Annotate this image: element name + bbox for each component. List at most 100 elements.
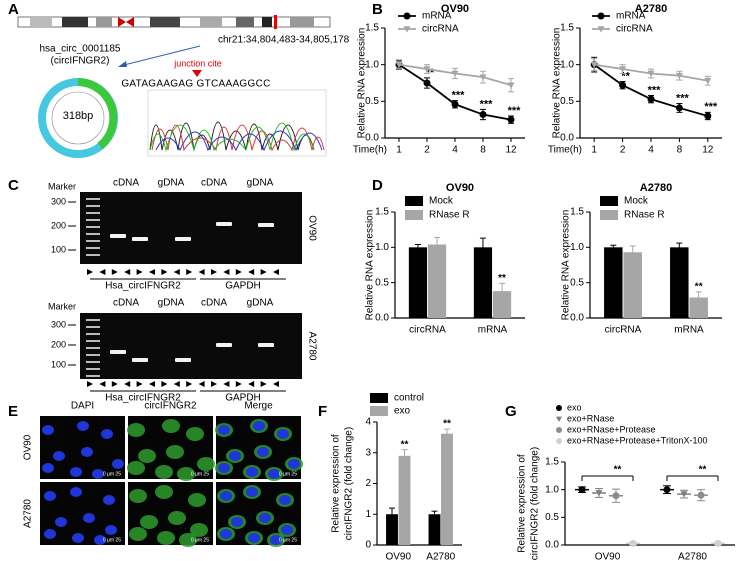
orientation-mark [198, 381, 205, 387]
lane-label: gDNA [158, 298, 185, 309]
trace-g [149, 121, 315, 151]
nucleus [81, 447, 93, 457]
circ-alias: (circIFNGR2) [51, 56, 110, 67]
ladder-band [86, 254, 100, 256]
y-axis-label: circIFNGR2 (fold change) [344, 427, 355, 540]
centromere [126, 17, 134, 27]
lane-label: gDNA [158, 178, 185, 189]
x-tick-label: 4 [452, 145, 458, 156]
nucleus [103, 495, 115, 505]
dna-band [110, 234, 126, 238]
marker [597, 26, 605, 33]
y-tick-label: 1.5 [560, 23, 574, 34]
green-signal [197, 457, 215, 471]
significance: *** [676, 92, 690, 104]
significance: ** [498, 273, 506, 284]
orientation-mark [223, 381, 230, 387]
sequence: GATAGAAGAG GTCAAAGGCC [121, 79, 270, 90]
legend-label: RNase R [429, 210, 470, 221]
ladder-label: 100 [51, 244, 66, 254]
y-tick-label: 1.0 [570, 242, 584, 253]
green-signal [138, 449, 156, 463]
dna-band [258, 223, 274, 227]
marker [680, 491, 688, 498]
orientation-mark [161, 269, 168, 275]
legend-label: Mock [624, 196, 649, 207]
arrow [119, 45, 201, 67]
micrographs: 0 μm 25 0 μm 25 0 μm 25 0 μm 25 0 μm 25 0 μm … [40, 416, 303, 547]
legend-swatch [600, 210, 618, 220]
dna-band [216, 222, 232, 226]
orientation-mark [211, 269, 217, 275]
chromosome-ideogram [17, 15, 331, 29]
marker [556, 427, 562, 433]
bar [427, 244, 447, 318]
y-tick-label: 0.5 [560, 96, 574, 107]
x-tick-label: A2780 [426, 552, 455, 561]
ladder-band [86, 240, 100, 242]
ladder-band [86, 333, 100, 335]
ladder-band [86, 326, 100, 328]
green-signal [168, 511, 186, 525]
row-label: A2780 [23, 499, 34, 528]
marker-label: Marker [48, 301, 76, 311]
locus: chr21:34,804,483-34,805,178 [218, 35, 350, 46]
orientation-mark [87, 269, 93, 275]
locus-marker [274, 15, 277, 29]
y-axis-label: Relative expression of [517, 454, 528, 553]
ladder-label: 200 [51, 220, 66, 230]
green-signal [127, 423, 145, 437]
y-tick-label: 0.0 [545, 540, 559, 551]
orientation-mark [173, 269, 180, 275]
legend-label: mRNA [422, 11, 452, 22]
significance: *** [648, 84, 662, 96]
ladder-band [86, 375, 100, 377]
orientation-mark [235, 269, 242, 275]
ladder-band [86, 226, 100, 228]
significance: ** [426, 67, 435, 79]
band [200, 17, 222, 27]
y-tick-label: 0.0 [375, 313, 389, 324]
trace-a [149, 122, 315, 152]
nucleus [259, 513, 271, 523]
y-axis-label: Relative RNA expression [365, 210, 376, 321]
nucleus [44, 491, 56, 501]
circ-size: 318bp [63, 110, 94, 122]
legend-swatch [370, 393, 388, 403]
nucleus [92, 469, 104, 479]
legend-label: exo+RNase+Protease+TritonX-100 [567, 435, 708, 445]
y-tick-label: 1.5 [365, 23, 379, 34]
nucleus [277, 429, 289, 439]
significance: ** [614, 465, 622, 476]
orientation-mark [161, 381, 168, 387]
nucleus [220, 529, 232, 539]
nucleus [53, 451, 65, 461]
nucleus [246, 487, 258, 497]
gene-label: Hsa_circIFNGR2 [105, 281, 181, 292]
nucleus [72, 533, 84, 543]
y-axis-label: Relative RNA expression [552, 28, 563, 139]
orientation-mark [198, 269, 205, 275]
marker [556, 416, 562, 422]
band [262, 17, 272, 27]
dna-band [175, 358, 191, 362]
band [96, 17, 112, 27]
marker [507, 82, 515, 89]
bar [408, 247, 428, 318]
marker [612, 492, 620, 500]
lane-label: cDNA [201, 178, 227, 189]
orientation-mark [235, 381, 242, 387]
y-tick-label: 1.0 [365, 59, 379, 70]
marker [647, 70, 655, 77]
y-tick-label: 0.0 [560, 133, 574, 144]
bar [473, 247, 493, 318]
green-signal [129, 527, 147, 541]
legend-label: exo+RNase [567, 413, 614, 423]
green-signal [162, 419, 180, 433]
gene-label: GAPDH [225, 393, 261, 404]
orientation-mark [173, 381, 180, 387]
gel [80, 192, 302, 264]
y-tick-label: 0.5 [570, 277, 584, 288]
nucleus [288, 459, 300, 469]
